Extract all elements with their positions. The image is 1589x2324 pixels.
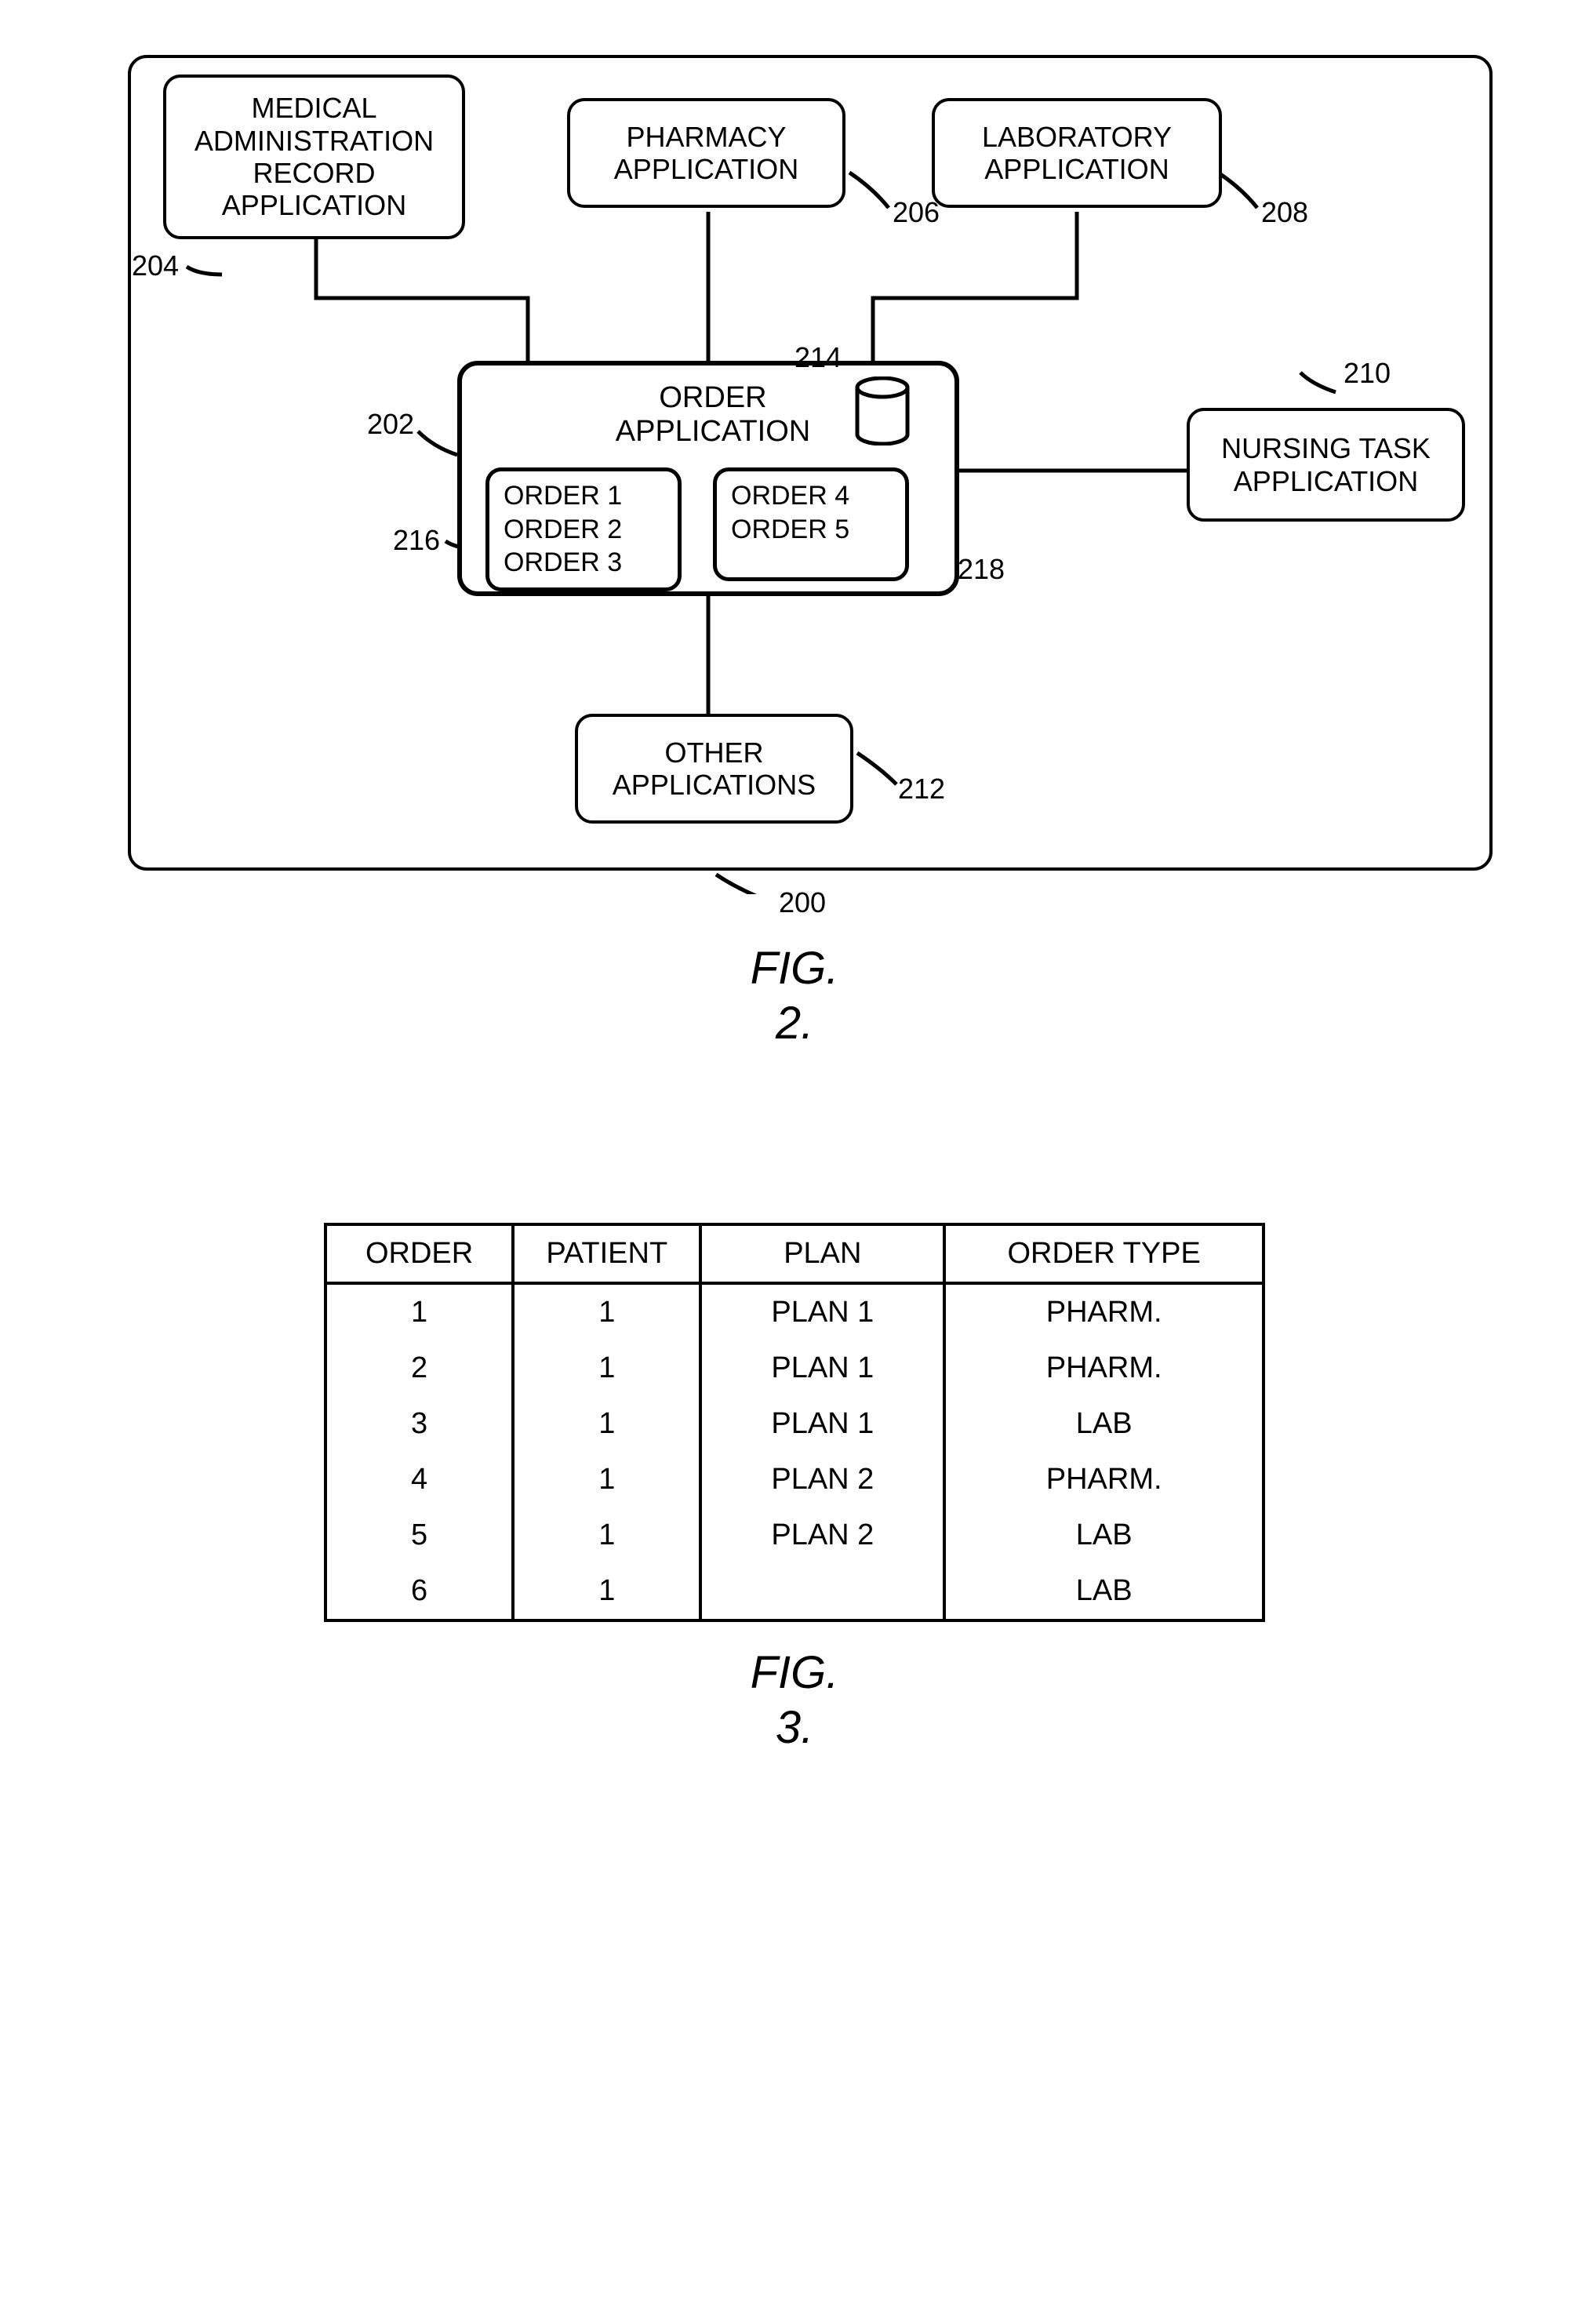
cell: PLAN 1 [700, 1283, 944, 1340]
fig2-label-l2: 2. [776, 998, 813, 1049]
cell: LAB [944, 1563, 1264, 1620]
orderapp-title: ORDERAPPLICATION [595, 381, 831, 449]
cell: PLAN 2 [700, 1508, 944, 1563]
node-nursing-text: NURSING TASKAPPLICATION [1221, 432, 1431, 497]
col-order: ORDER [325, 1224, 513, 1283]
ref-208: 208 [1261, 196, 1308, 229]
fig3-label: FIG. 3. [49, 1646, 1540, 1755]
col-patient: PATIENT [513, 1224, 700, 1283]
cell: 4 [325, 1452, 513, 1508]
cell: 1 [325, 1283, 513, 1340]
cell: 2 [325, 1340, 513, 1396]
col-ordertype: ORDER TYPE [944, 1224, 1264, 1283]
ref-216: 216 [393, 524, 440, 557]
cell: 3 [325, 1396, 513, 1452]
fig2-label-l1: FIG. [751, 943, 839, 994]
ref-214: 214 [794, 341, 842, 374]
cell: PHARM. [944, 1452, 1264, 1508]
ref-210: 210 [1344, 357, 1391, 390]
cell: PHARM. [944, 1283, 1264, 1340]
ref-218: 218 [958, 553, 1005, 586]
table-row: 2 1 PLAN 1 PHARM. [325, 1340, 1264, 1396]
node-pharmacy: PHARMACYAPPLICATION [567, 98, 845, 208]
cell: 1 [513, 1283, 700, 1340]
node-lab-text: LABORATORYAPPLICATION [982, 121, 1172, 186]
cell: 1 [513, 1452, 700, 1508]
fig2-diagram: MEDICALADMINISTRATIONRECORDAPPLICATION 2… [89, 31, 1500, 894]
fig3-label-l2: 3. [776, 1702, 813, 1753]
cell: 1 [513, 1508, 700, 1563]
node-other: OTHERAPPLICATIONS [575, 714, 853, 824]
cell [700, 1563, 944, 1620]
cell: 6 [325, 1563, 513, 1620]
node-medadmin-text: MEDICALADMINISTRATIONRECORDAPPLICATION [195, 92, 434, 222]
cell: PLAN 1 [700, 1340, 944, 1396]
cell: LAB [944, 1508, 1264, 1563]
ref-204: 204 [132, 249, 179, 282]
cell: 1 [513, 1563, 700, 1620]
cell: PLAN 2 [700, 1452, 944, 1508]
ref-200: 200 [779, 886, 826, 919]
node-orderapp: ORDERAPPLICATION ORDER 1ORDER 2ORDER 3 O… [457, 361, 959, 596]
node-lab: LABORATORYAPPLICATION [932, 98, 1222, 208]
ref-206: 206 [893, 196, 940, 229]
node-medadmin: MEDICALADMINISTRATIONRECORDAPPLICATION [163, 75, 465, 239]
table-row: 6 1 LAB [325, 1563, 1264, 1620]
cell: LAB [944, 1396, 1264, 1452]
ref-202: 202 [367, 408, 414, 441]
table-header-row: ORDER PATIENT PLAN ORDER TYPE [325, 1224, 1264, 1283]
fig3-table-wrap: ORDER PATIENT PLAN ORDER TYPE 1 1 PLAN 1… [324, 1223, 1265, 1622]
orders-group-a: ORDER 1ORDER 2ORDER 3 [485, 467, 682, 591]
table-row: 3 1 PLAN 1 LAB [325, 1396, 1264, 1452]
table-body: 1 1 PLAN 1 PHARM. 2 1 PLAN 1 PHARM. 3 1 … [325, 1283, 1264, 1620]
cell: 1 [513, 1396, 700, 1452]
database-icon [854, 376, 911, 446]
node-other-text: OTHERAPPLICATIONS [613, 736, 816, 802]
cell: 1 [513, 1340, 700, 1396]
orders-group-b: ORDER 4ORDER 5 [713, 467, 909, 581]
ref-212: 212 [898, 773, 945, 806]
orders-a-text: ORDER 1ORDER 2ORDER 3 [504, 481, 622, 577]
cell: PHARM. [944, 1340, 1264, 1396]
orders-b-text: ORDER 4ORDER 5 [731, 481, 849, 544]
node-pharmacy-text: PHARMACYAPPLICATION [614, 121, 798, 186]
order-table: ORDER PATIENT PLAN ORDER TYPE 1 1 PLAN 1… [324, 1223, 1265, 1622]
col-plan: PLAN [700, 1224, 944, 1283]
cell: PLAN 1 [700, 1396, 944, 1452]
table-row: 4 1 PLAN 2 PHARM. [325, 1452, 1264, 1508]
table-row: 1 1 PLAN 1 PHARM. [325, 1283, 1264, 1340]
table-row: 5 1 PLAN 2 LAB [325, 1508, 1264, 1563]
fig3-label-l1: FIG. [751, 1647, 839, 1698]
node-nursing: NURSING TASKAPPLICATION [1187, 408, 1465, 522]
fig2-label: FIG. 2. [49, 941, 1540, 1050]
cell: 5 [325, 1508, 513, 1563]
